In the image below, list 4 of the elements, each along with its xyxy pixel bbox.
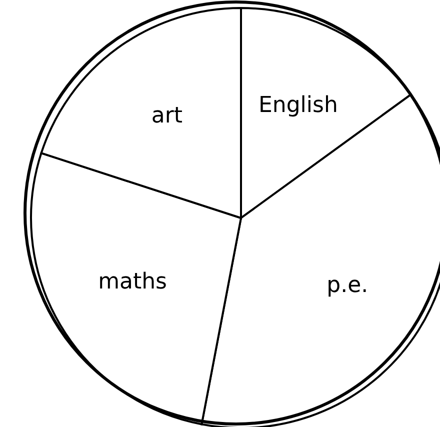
slice-label: art (151, 104, 183, 129)
slice-label: maths (98, 270, 168, 295)
slice-label: English (258, 93, 338, 118)
slice-label: p.e. (326, 273, 368, 298)
